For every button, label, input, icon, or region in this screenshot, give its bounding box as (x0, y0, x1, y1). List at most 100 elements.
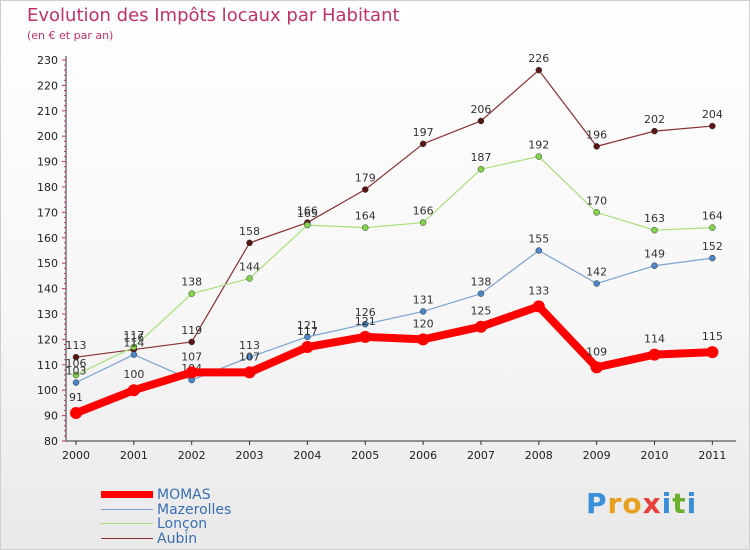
data-label-loncon: 170 (586, 194, 607, 207)
data-point-mazerolles (535, 247, 543, 254)
data-point-mazerolles (72, 379, 80, 386)
data-point-momas (590, 361, 603, 374)
y-tick-label: 220 (37, 79, 58, 92)
data-point-momas (532, 300, 545, 313)
data-label-momas: 125 (470, 305, 491, 318)
data-label-mazerolles: 114 (123, 337, 144, 350)
data-label-mazerolles: 126 (355, 306, 376, 319)
x-tick-label: 2006 (409, 449, 437, 462)
data-point-momas (648, 348, 661, 361)
data-label-mazerolles: 131 (413, 293, 434, 306)
legend-item-aubin: Aubin (101, 531, 197, 546)
y-tick-label: 190 (37, 156, 58, 169)
x-tick-label: 2007 (467, 449, 495, 462)
data-label-loncon: 144 (239, 260, 260, 273)
legend-item-mazerolles: Mazerolles (101, 502, 231, 517)
legend-label-mazerolles: Mazerolles (157, 501, 232, 518)
y-tick-label: 140 (37, 283, 58, 296)
data-point-loncon (535, 153, 543, 160)
data-label-mazerolles: 103 (66, 365, 87, 378)
data-point-aubin (477, 117, 485, 125)
data-label-mazerolles: 138 (470, 276, 491, 289)
chart-subtitle: (en € et par an) (27, 29, 114, 42)
x-tick-label: 2010 (641, 449, 669, 462)
y-tick-label: 90 (44, 410, 58, 423)
data-label-loncon: 187 (470, 151, 491, 164)
data-point-loncon (304, 221, 311, 229)
proxiti-logo: Proxiti (586, 487, 697, 520)
logo-letter: t (672, 487, 687, 520)
x-tick-label: 2004 (293, 449, 321, 462)
logo-letter: P (586, 487, 608, 520)
data-label-momas: 107 (239, 350, 260, 363)
logo-letter: x (642, 487, 662, 520)
data-point-aubin (651, 127, 658, 135)
data-label-mazerolles: 155 (528, 233, 549, 246)
legend-swatch-loncon (101, 523, 153, 524)
data-point-loncon (709, 224, 716, 231)
data-label-aubin: 116 (123, 332, 144, 345)
y-tick-label: 160 (37, 232, 58, 245)
data-point-mazerolles (246, 353, 253, 361)
data-point-momas (301, 341, 314, 354)
legend-swatch-mazerolles (101, 509, 153, 510)
legend-label-aubin: Aubin (157, 530, 198, 547)
data-label-momas: 121 (355, 315, 376, 328)
data-point-mazerolles (304, 333, 311, 341)
y-tick-label: 80 (44, 435, 58, 448)
data-label-loncon: 192 (528, 139, 549, 152)
data-label-aubin: 119 (181, 324, 202, 337)
data-label-mazerolles: 142 (586, 266, 607, 279)
legend-swatch-aubin (101, 538, 153, 539)
y-tick-label: 210 (37, 105, 58, 118)
y-tick-label: 200 (37, 130, 58, 143)
data-label-aubin: 196 (586, 128, 607, 141)
data-label-momas: 109 (586, 345, 607, 358)
data-point-momas (417, 333, 430, 346)
y-tick-label: 120 (37, 333, 58, 346)
x-tick-label: 2003 (236, 449, 264, 462)
data-point-aubin (593, 143, 600, 150)
data-point-loncon (593, 209, 600, 216)
data-point-mazerolles (709, 254, 716, 262)
data-label-momas: 117 (297, 325, 318, 338)
data-label-aubin: 206 (470, 103, 491, 116)
data-label-aubin: 226 (528, 52, 549, 65)
data-point-loncon (477, 165, 485, 173)
data-label-aubin: 158 (239, 225, 260, 238)
x-tick-label: 2002 (178, 449, 206, 462)
data-point-momas (185, 366, 198, 379)
data-label-loncon: 164 (702, 210, 723, 223)
series-line-momas (72, 302, 717, 418)
data-point-loncon (188, 290, 195, 297)
x-tick-label: 2000 (62, 449, 90, 462)
series-line-aubin (75, 69, 713, 358)
data-label-loncon: 165 (297, 207, 318, 220)
data-label-loncon: 117 (123, 329, 144, 342)
logo-letter: i (661, 487, 673, 520)
data-label-mazerolles: 113 (239, 339, 260, 352)
data-point-momas (243, 366, 256, 379)
data-point-momas (474, 320, 487, 333)
x-tick-label: 2009 (583, 449, 611, 462)
data-label-aubin: 166 (297, 205, 318, 218)
y-tick-label: 130 (37, 308, 58, 321)
legend-swatch-momas (101, 491, 153, 498)
y-tick-label: 230 (37, 54, 58, 67)
legend-label-momas: MOMAS (157, 486, 211, 503)
data-point-loncon (362, 224, 369, 231)
data-point-aubin (709, 122, 716, 130)
data-label-mazerolles: 149 (644, 248, 665, 261)
data-label-momas: 133 (528, 284, 549, 297)
data-point-aubin (72, 353, 80, 361)
data-point-mazerolles (419, 308, 427, 315)
x-tick-label: 2011 (698, 449, 726, 462)
data-label-mazerolles: 121 (297, 319, 318, 332)
legend-item-momas: MOMAS (101, 487, 211, 502)
data-point-momas (359, 330, 372, 343)
data-label-loncon: 163 (644, 212, 665, 225)
data-label-momas: 91 (69, 391, 83, 404)
y-tick-label: 150 (37, 257, 58, 270)
data-label-momas: 115 (702, 330, 723, 343)
